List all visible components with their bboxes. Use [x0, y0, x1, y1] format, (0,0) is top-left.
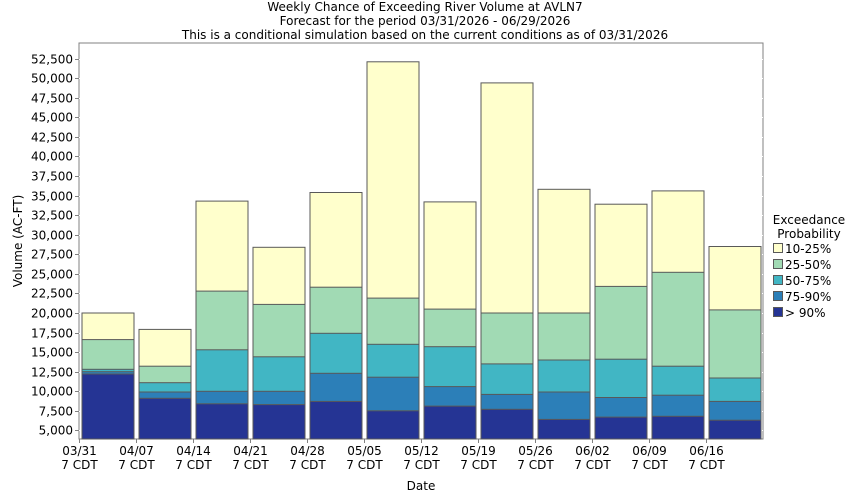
y-tick-label: 17,500	[31, 327, 73, 341]
x-tick-sublabel: 7 CDT	[403, 458, 440, 472]
y-tick-label: 42,500	[31, 131, 73, 145]
x-tick-sublabel: 7 CDT	[175, 458, 212, 472]
legend-label: 50-75%	[785, 274, 831, 288]
legend-label: > 90%	[785, 306, 826, 320]
x-tick-sublabel: 7 CDT	[232, 458, 269, 472]
x-tick-label: 06/02	[575, 444, 610, 458]
y-tick-label: 47,500	[31, 92, 73, 106]
legend-title-line1: Exceedance	[773, 213, 845, 227]
y-tick-label: 20,000	[31, 307, 73, 321]
bar-segment	[651, 415, 705, 440]
chart-title: Weekly Chance of Exceeding River Volume …	[267, 0, 582, 14]
y-tick-label: 12,500	[31, 366, 73, 380]
x-tick-sublabel: 7 CDT	[61, 458, 98, 472]
y-axis-ticks: 5,000 7,500 10,000 12,500 15,000 17,500 20,000…	[31, 53, 79, 438]
chart-subtitle: Forecast for the period 03/31/2026 - 06/…	[280, 14, 571, 28]
x-tick-sublabel: 7 CDT	[460, 458, 497, 472]
y-tick-label: 27,500	[31, 248, 73, 262]
bar-segment	[594, 416, 648, 440]
bar-segment	[537, 418, 591, 440]
x-tick-label: 04/21	[233, 444, 268, 458]
bar-segment	[195, 403, 249, 440]
bar-segment	[81, 373, 135, 440]
x-tick-sublabel: 7 CDT	[346, 458, 383, 472]
bar-segment	[366, 410, 420, 440]
y-tick-label: 15,000	[31, 346, 73, 360]
legend-swatch	[773, 307, 783, 317]
legend-swatch	[773, 243, 783, 253]
legend-swatch	[773, 291, 783, 301]
legend-swatch	[773, 275, 783, 285]
x-tick-sublabel: 7 CDT	[289, 458, 326, 472]
x-tick-label: 04/14	[176, 444, 211, 458]
legend: Exceedance Probability 10-25% 25-50% 50-75…	[773, 213, 845, 320]
legend-label: 75-90%	[785, 290, 831, 304]
y-tick-label: 50,000	[31, 72, 73, 86]
y-tick-label: 5,000	[39, 424, 73, 438]
x-axis-title: Date	[407, 479, 436, 493]
legend-label: 25-50%	[785, 258, 831, 272]
bar-segment	[138, 397, 192, 440]
y-tick-label: 52,500	[31, 53, 73, 67]
legend-label: 10-25%	[785, 242, 831, 256]
x-tick-label: 05/05	[347, 444, 382, 458]
x-tick-sublabel: 7 CDT	[631, 458, 668, 472]
bar-stacks	[81, 61, 762, 440]
x-tick-sublabel: 7 CDT	[118, 458, 155, 472]
bar-segment	[708, 419, 762, 440]
y-tick-label: 7,500	[39, 405, 73, 419]
bar-segment	[252, 404, 306, 440]
x-tick-label: 06/16	[689, 444, 724, 458]
bar-segment	[423, 405, 477, 440]
legend-swatch	[773, 259, 783, 269]
x-tick-label: 05/19	[461, 444, 496, 458]
y-tick-label: 37,500	[31, 170, 73, 184]
y-tick-label: 22,500	[31, 287, 73, 301]
x-tick-label: 05/12	[404, 444, 439, 458]
x-tick-label: 05/26	[518, 444, 553, 458]
y-tick-label: 40,000	[31, 150, 73, 164]
x-tick-label: 03/31	[62, 444, 97, 458]
x-tick-sublabel: 7 CDT	[517, 458, 554, 472]
x-tick-sublabel: 7 CDT	[574, 458, 611, 472]
chart-condition-note: This is a conditional simulation based o…	[181, 28, 668, 42]
x-tick-label: 06/09	[632, 444, 667, 458]
gridlines	[79, 59, 763, 431]
y-tick-label: 30,000	[31, 229, 73, 243]
bar-segment	[480, 408, 534, 440]
y-tick-label: 25,000	[31, 268, 73, 282]
legend-title-line2: Probability	[777, 227, 840, 241]
y-tick-label: 32,500	[31, 209, 73, 223]
y-tick-label: 10,000	[31, 385, 73, 399]
x-tick-label: 04/28	[290, 444, 325, 458]
y-tick-label: 35,000	[31, 190, 73, 204]
x-tick-label: 04/07	[119, 444, 154, 458]
bar-segment	[309, 400, 363, 440]
y-axis-title: Volume (AC-FT)	[11, 195, 25, 288]
y-tick-label: 45,000	[31, 111, 73, 125]
x-tick-sublabel: 7 CDT	[688, 458, 725, 472]
